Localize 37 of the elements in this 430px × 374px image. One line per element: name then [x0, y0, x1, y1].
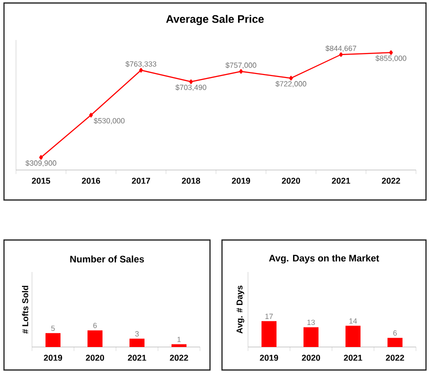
- chart-title: Number of Sales: [70, 256, 144, 262]
- point: [89, 112, 93, 118]
- point: [289, 76, 293, 80]
- x-tick-label: 2019: [232, 178, 250, 184]
- chart-title: Average Sale Price: [166, 14, 264, 26]
- x-tick-label: 2020: [86, 354, 104, 361]
- point: [239, 69, 243, 74]
- x-tick-label: 2021: [128, 354, 146, 361]
- x-tick-label: 2020: [282, 178, 300, 184]
- bar: [46, 333, 60, 347]
- point: [139, 68, 143, 73]
- x-tick-label: 2021: [344, 354, 362, 361]
- point: [189, 79, 193, 84]
- y-axis-title: Avg. # Days: [236, 286, 244, 334]
- x-tick-label: 2022: [386, 354, 404, 361]
- bar: [262, 321, 277, 347]
- y-axis-title: # Lofts Sold: [22, 286, 28, 334]
- x-tick-label: 2019: [260, 354, 278, 361]
- chart-title: Avg. Days on the Market: [269, 254, 380, 264]
- point: [389, 50, 393, 55]
- x-tick-label: 2022: [382, 178, 400, 184]
- bar: [304, 327, 319, 347]
- x-tick-label: 2020: [302, 354, 320, 361]
- point: [339, 52, 343, 57]
- bar: [130, 338, 144, 347]
- bar: [172, 344, 186, 347]
- x-tick-label: 2016: [82, 178, 100, 184]
- x-tick-label: 2019: [44, 354, 62, 361]
- bar: [88, 330, 102, 347]
- bar: [388, 338, 403, 347]
- x-tick-label: 2017: [132, 178, 150, 184]
- x-tick-label: 2015: [32, 178, 50, 184]
- point: [39, 155, 43, 160]
- bar: [346, 326, 361, 347]
- x-tick-label: 2021: [332, 178, 350, 184]
- x-tick-label: 2022: [170, 354, 188, 361]
- x-tick-label: 2018: [182, 178, 200, 184]
